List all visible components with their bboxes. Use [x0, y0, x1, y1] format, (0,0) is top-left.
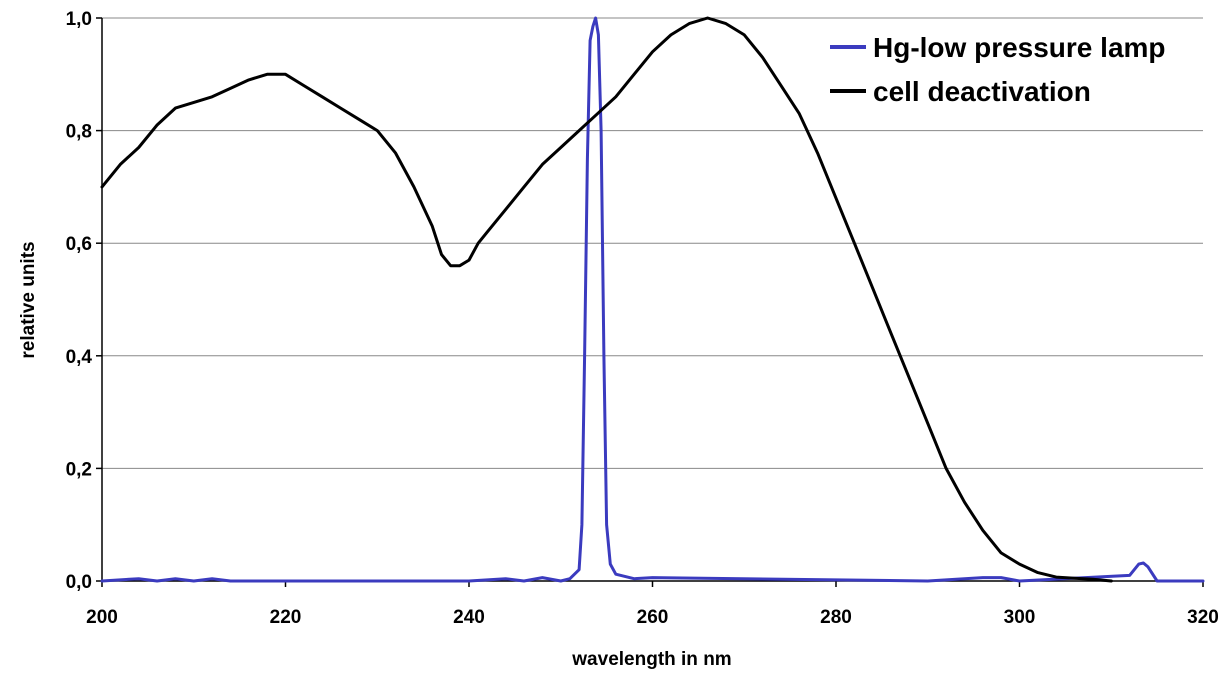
series-line-cell-deactivation: [100, 16, 1113, 583]
tick-labels: 0,0 0,2 0,4 0,6 0,8 1,0 200 220 240 260 280 300 320: [66, 9, 1219, 628]
series-line-hg-low-pressure-lamp: [100, 16, 1205, 583]
x-axis-title: wavelength in nm: [571, 649, 731, 670]
legend-label-cell-deactivation: cell deactivation: [873, 76, 1091, 107]
y-tick-label-2: 0,4: [66, 347, 93, 368]
series-lines: [100, 16, 1205, 583]
x-tick-label-1: 220: [270, 607, 302, 628]
y-axis-title: relative units: [18, 241, 39, 358]
y-tick-label-5: 1,0: [66, 9, 92, 30]
x-tick-label-6: 320: [1187, 607, 1219, 628]
y-tick-label-4: 0,8: [66, 122, 92, 143]
x-tick-label-3: 260: [637, 607, 669, 628]
gridlines: [102, 17, 1203, 469]
x-tick-label-5: 300: [1004, 607, 1036, 628]
y-tick-label-1: 0,2: [66, 459, 92, 480]
x-tick-label-4: 280: [820, 607, 852, 628]
y-tick-label-3: 0,6: [66, 234, 92, 255]
x-tick-label-2: 240: [453, 607, 485, 628]
y-tick-label-0: 0,0: [66, 572, 92, 593]
legend-label-hg-low-pressure-lamp: Hg-low pressure lamp: [873, 32, 1166, 63]
legend: Hg-low pressure lamp cell deactivation: [830, 32, 1166, 107]
x-tick-label-0: 200: [86, 607, 118, 628]
